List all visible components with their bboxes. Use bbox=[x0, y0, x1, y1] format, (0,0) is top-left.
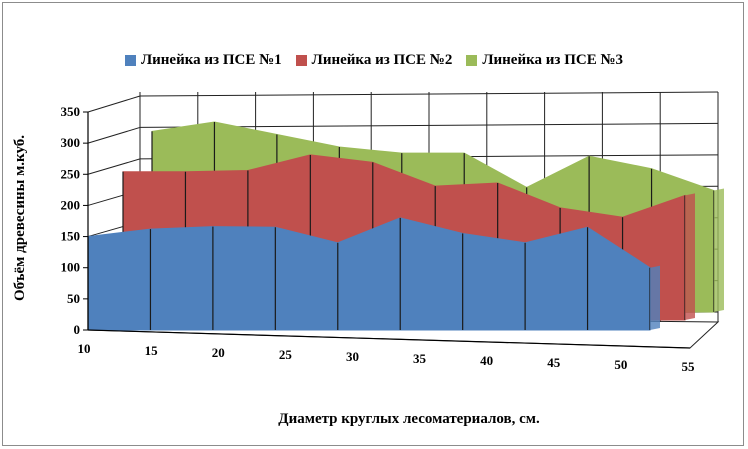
y-tick-label: 250 bbox=[61, 166, 81, 181]
legend-swatch-series-2 bbox=[295, 55, 307, 66]
legend-item-series-1: Линейка из ПСЕ №1 bbox=[124, 52, 282, 69]
y-tick-label: 350 bbox=[61, 104, 81, 119]
x-tick-label: 10 bbox=[78, 341, 91, 356]
legend-item-series-3: Линейка из ПСЕ №3 bbox=[466, 52, 623, 69]
gridline-side bbox=[87, 95, 141, 113]
x-tick-label: 50 bbox=[614, 357, 627, 372]
series-side-2 bbox=[685, 193, 695, 320]
series-side-1 bbox=[650, 265, 660, 330]
x-axis-line bbox=[87, 329, 691, 349]
y-tick-label: 300 bbox=[61, 135, 81, 150]
x-tick-label: 15 bbox=[145, 343, 159, 358]
y-tick-label: 200 bbox=[61, 197, 81, 212]
legend-label-series-2: Линейка из ПСЕ №2 bbox=[311, 52, 453, 68]
x-tick-label: 40 bbox=[480, 353, 493, 368]
y-tick-label: 150 bbox=[61, 229, 81, 244]
gridline-side bbox=[87, 126, 141, 144]
legend-label-series-1: Линейка из ПСЕ №1 bbox=[140, 52, 282, 68]
legend-item-series-2: Линейка из ПСЕ №2 bbox=[295, 52, 453, 69]
x-tick-label: 25 bbox=[279, 347, 293, 362]
gridline-side bbox=[87, 158, 141, 175]
legend-swatch-series-3 bbox=[466, 55, 478, 66]
axis-layer: 0 50 100 150 200 250 300 350 10 15 20 25 30 35 40 45 50 5… bbox=[61, 104, 696, 374]
x-tick-label: 20 bbox=[212, 345, 225, 360]
x-tick-label: 55 bbox=[682, 359, 696, 374]
y-tick-label: 100 bbox=[61, 260, 81, 275]
legend-label-series-3: Линейка из ПСЕ №3 bbox=[482, 52, 624, 68]
x-tick-label: 30 bbox=[346, 349, 359, 364]
y-axis-title: Объём древесины м.куб. bbox=[12, 135, 28, 301]
series-layer bbox=[87, 121, 724, 331]
y-tick-label: 50 bbox=[67, 291, 80, 306]
x-tick-label: 45 bbox=[547, 355, 561, 370]
chart-legend: Линейка из ПСЕ №1 Линейка из ПСЕ №2 Лине… bbox=[0, 52, 748, 69]
x-axis-title: Диаметр круглых лесоматериалов, см. bbox=[278, 411, 540, 427]
series-side-3 bbox=[714, 188, 724, 312]
x-tick-label: 35 bbox=[413, 351, 427, 366]
y-tick-label: 0 bbox=[74, 322, 81, 337]
legend-swatch-series-1 bbox=[124, 55, 136, 66]
series-area-1 bbox=[87, 217, 651, 331]
